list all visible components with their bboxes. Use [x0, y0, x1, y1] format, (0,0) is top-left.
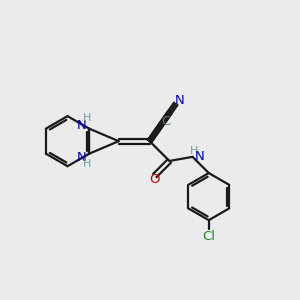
Text: N: N: [77, 151, 87, 164]
Text: N: N: [77, 118, 87, 132]
Text: N: N: [175, 94, 185, 107]
Text: H: H: [83, 159, 91, 169]
Text: N: N: [195, 150, 205, 163]
Text: C: C: [162, 115, 171, 128]
Text: Cl: Cl: [202, 230, 215, 243]
Text: H: H: [83, 113, 91, 123]
Text: H: H: [190, 146, 198, 156]
Text: O: O: [149, 173, 160, 186]
